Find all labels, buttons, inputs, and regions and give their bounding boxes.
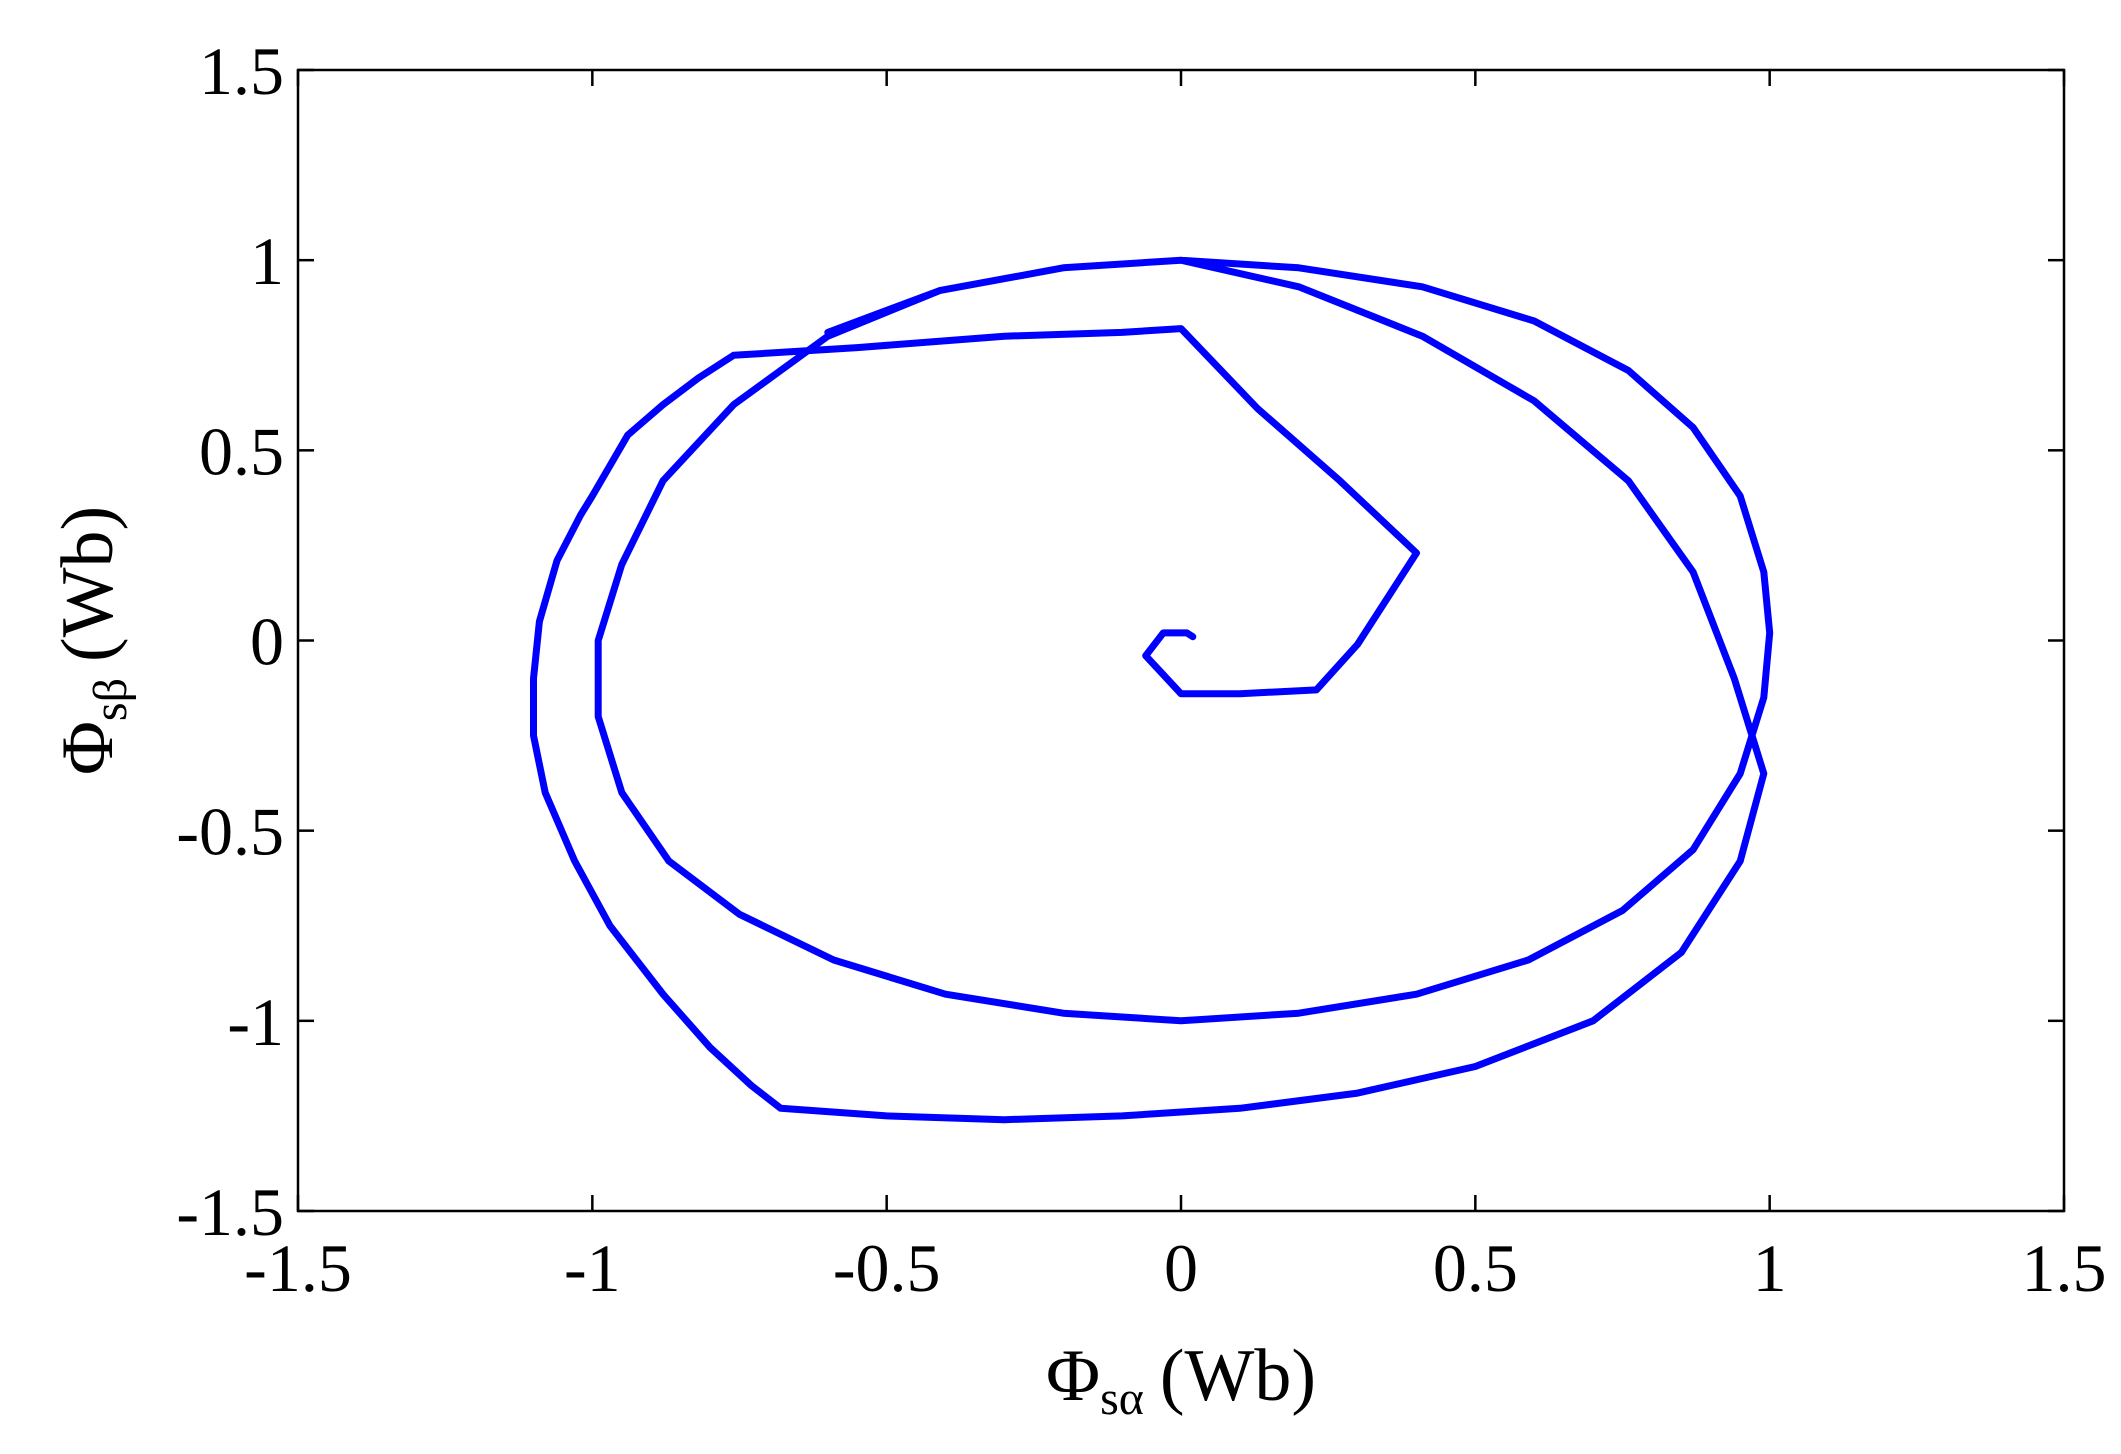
x-axis-symbol: Φ (1046, 1335, 1100, 1417)
y-tick-label: -1.5 (176, 1174, 284, 1250)
y-tick-label: -0.5 (176, 794, 284, 870)
y-tick-label: 0 (250, 604, 284, 680)
x-tick-label: 0 (1164, 1230, 1198, 1306)
y-tick-label: 0.5 (199, 413, 284, 489)
y-axis-unit: (Wb) (47, 506, 129, 662)
y-axis-symbol: Φ (47, 721, 129, 775)
x-tick-label: 1 (1753, 1230, 1787, 1306)
y-axis-title: Φsβ (Wb) (47, 506, 137, 775)
y-tick-label: 1 (250, 223, 284, 299)
svg-text:Φsβ(Wb): Φsβ (Wb) (47, 506, 137, 775)
plot-frame (296, 68, 2066, 1213)
x-tick-label: -0.5 (833, 1230, 941, 1306)
y-axis-subscript: sβ (84, 678, 137, 721)
y-tick-label: 1.5 (199, 33, 284, 109)
x-tick-label: -1 (564, 1230, 621, 1306)
x-axis-title: Φsα (Wb) (1046, 1335, 1316, 1425)
x-axis-unit: (Wb) (1160, 1335, 1316, 1417)
y-tick-label: -1 (227, 984, 284, 1060)
series-line-flux-trajectory (530, 256, 1774, 1124)
svg-text:Φsα(Wb): Φsα (Wb) (1046, 1335, 1316, 1425)
x-axis-subscript: sα (1100, 1372, 1144, 1425)
x-tick-label: 1.5 (2022, 1230, 2107, 1306)
x-tick-label: 0.5 (1433, 1230, 1518, 1306)
x-tick-label: -1.5 (244, 1230, 352, 1306)
